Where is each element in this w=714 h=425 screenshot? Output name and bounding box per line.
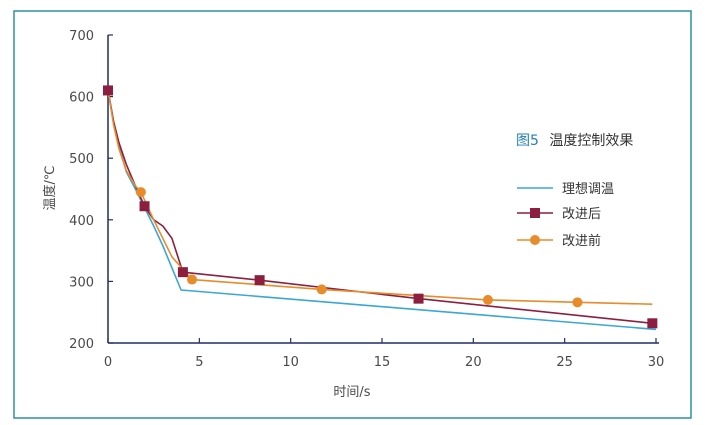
x-ticks: 0 5 10 15 20 25 30 — [104, 338, 664, 370]
y-tick-label: 500 — [69, 152, 94, 167]
y-axis-label: 温度/℃ — [42, 166, 58, 211]
figure-title: 温度控制效果 — [549, 133, 633, 149]
data-point-square — [177, 267, 188, 278]
data-point-square — [413, 293, 424, 304]
series-markers — [103, 85, 658, 329]
legend-label: 改进前 — [562, 233, 601, 249]
figure-border — [13, 10, 692, 419]
y-tick-label: 700 — [69, 29, 94, 44]
data-point-circle — [316, 284, 327, 295]
legend-swatch-circle — [530, 235, 540, 245]
data-point-circle — [135, 187, 146, 198]
x-tick-label: 0 — [104, 355, 112, 370]
data-point-square — [139, 201, 150, 212]
data-point-square — [647, 318, 658, 329]
y-tick-label: 200 — [69, 337, 94, 352]
data-point-square — [103, 85, 113, 96]
legend-swatch-square — [530, 208, 540, 218]
y-tick-label: 400 — [69, 214, 94, 229]
x-tick-label: 30 — [648, 355, 665, 370]
legend-label: 改进后 — [562, 207, 601, 222]
x-tick-label: 5 — [195, 355, 203, 370]
y-tick-label: 600 — [69, 91, 94, 106]
y-ticks: 200 300 400 500 600 700 — [69, 29, 113, 352]
data-point-circle — [187, 274, 198, 285]
x-tick-label: 25 — [556, 355, 573, 370]
figure-number: 图5 — [516, 133, 539, 149]
data-point-circle — [482, 294, 493, 305]
data-point-square — [254, 275, 265, 286]
x-tick-label: 15 — [374, 355, 391, 370]
svg-text:图5 温度控制效果: 图5 温度控制效果 — [516, 133, 633, 149]
series-line-2 — [107, 90, 653, 305]
y-tick-label: 300 — [69, 275, 94, 290]
legend-label: 理想调温 — [562, 181, 614, 197]
x-axis-label: 时间/s — [333, 385, 370, 400]
chart-title: 图5 温度控制效果 — [516, 133, 633, 149]
data-point-circle — [572, 297, 583, 308]
x-tick-label: 20 — [465, 355, 482, 370]
x-tick-label: 10 — [282, 355, 299, 370]
